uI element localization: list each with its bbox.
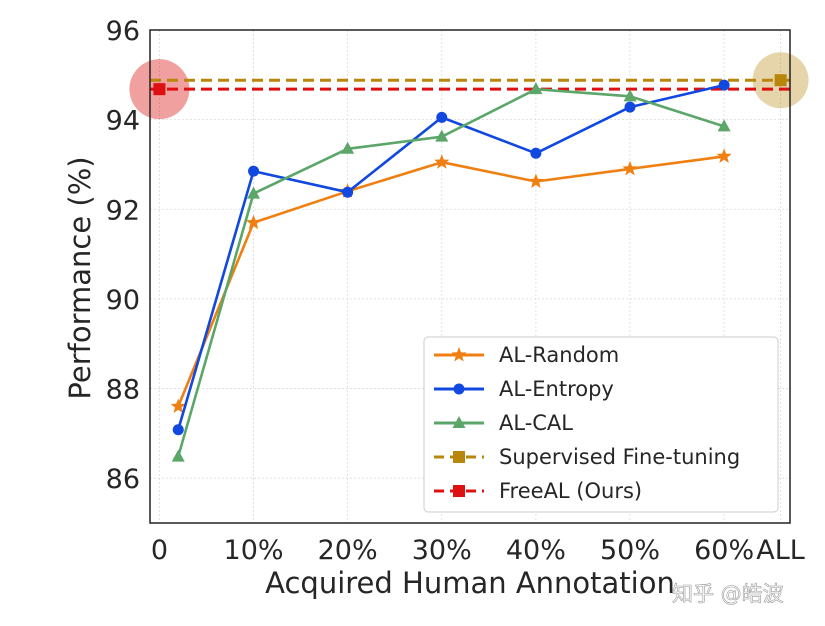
x-tick-label: 20% [318, 535, 378, 566]
data-point [435, 129, 449, 142]
y-tick-label: 92 [106, 195, 140, 226]
x-tick-label: 60% [694, 535, 754, 566]
x-tick-labels: 0 10% 20% 30% 40% 50% 60% ALL [151, 535, 805, 566]
data-point [170, 398, 186, 413]
x-tick-label: 10% [224, 535, 284, 566]
y-tick-label: 94 [106, 106, 140, 137]
y-tick-label: 90 [106, 285, 140, 316]
legend-label: AL-CAL [499, 411, 573, 435]
y-tick-label: 86 [106, 464, 140, 495]
watermark: 知乎 @皓波 [672, 582, 784, 606]
legend-marker [453, 485, 465, 497]
legend-box [423, 336, 779, 513]
data-point [342, 186, 354, 198]
data-point [248, 165, 260, 177]
legend-marker [453, 451, 465, 463]
legend: AL-Random AL-Entropy AL-CAL Supervised Fine… [423, 336, 779, 513]
legend-label: Supervised Fine-tuning [499, 445, 740, 469]
data-point [434, 154, 450, 169]
data-point [624, 101, 636, 113]
data-point [718, 79, 730, 91]
reference-lines [129, 52, 809, 120]
reference-marker [153, 83, 166, 96]
legend-marker [452, 416, 466, 428]
data-point [341, 141, 355, 154]
data-point [716, 148, 732, 163]
plot-frame [149, 29, 791, 524]
legend-marker [453, 383, 465, 395]
legend-label: AL-Entropy [499, 377, 614, 401]
x-tick-label: 30% [412, 535, 472, 566]
data-point [172, 424, 184, 436]
data-point [436, 111, 448, 123]
data-point [528, 173, 544, 188]
y-tick-labels: 86 88 90 92 94 96 [106, 16, 140, 495]
x-tick-label: ALL [756, 535, 805, 566]
data-point [530, 147, 542, 159]
x-tick-label: 0 [151, 535, 168, 566]
y-tick-label: 96 [106, 16, 140, 47]
legend-label: FreeAL (Ours) [499, 479, 642, 503]
data-point [245, 214, 262, 230]
data-point [717, 119, 731, 132]
x-axis-label: Acquired Human Annotation [265, 566, 675, 600]
legend-label: AL-Random [499, 343, 619, 367]
reference-marker [774, 74, 787, 87]
data-point [171, 449, 185, 462]
data-point [623, 89, 637, 102]
data-point [529, 82, 543, 95]
y-axis-label: Performance (%) [63, 156, 97, 399]
x-tick-label: 40% [506, 535, 566, 566]
data-point [247, 186, 261, 199]
data-point [622, 160, 638, 176]
legend-marker [451, 347, 467, 362]
x-tick-label: 50% [600, 535, 660, 566]
series-layer [170, 79, 732, 462]
y-tick-label: 88 [106, 375, 140, 406]
